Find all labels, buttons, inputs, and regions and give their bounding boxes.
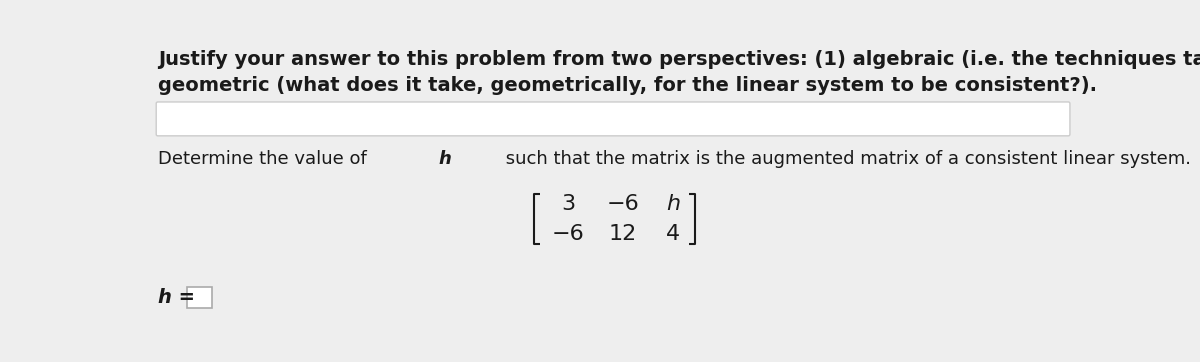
Text: h: h	[666, 194, 680, 214]
Text: −6: −6	[606, 194, 640, 214]
Text: 4: 4	[666, 224, 680, 244]
Text: Determine the value of: Determine the value of	[157, 150, 372, 168]
Text: h: h	[438, 150, 451, 168]
FancyBboxPatch shape	[187, 287, 212, 308]
Text: h =: h =	[157, 288, 194, 307]
Text: 3: 3	[562, 194, 576, 214]
Text: 12: 12	[608, 224, 637, 244]
Text: geometric (what does it take, geometrically, for the linear system to be consist: geometric (what does it take, geometrica…	[157, 76, 1097, 95]
FancyBboxPatch shape	[156, 102, 1070, 136]
Text: such that the matrix is the augmented matrix of a consistent linear system.: such that the matrix is the augmented ma…	[500, 150, 1190, 168]
Text: Justify your answer to this problem from two perspectives: (1) algebraic (i.e. t: Justify your answer to this problem from…	[157, 50, 1200, 69]
Text: −6: −6	[552, 224, 584, 244]
